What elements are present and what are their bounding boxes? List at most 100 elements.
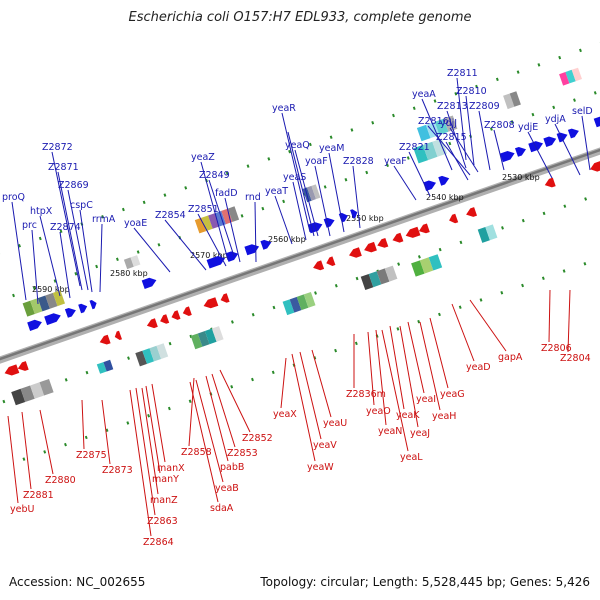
track-tick [386, 163, 389, 167]
leader-line [31, 229, 39, 305]
leader-line [427, 125, 471, 176]
forward-gene-label: Z2854 [155, 210, 186, 221]
feature-block [434, 118, 449, 135]
feature-block [135, 350, 147, 367]
topology-length-genes-text: Topology: circular; Length: 5,528,445 bp… [260, 575, 590, 589]
forward-gene-label: proQ [2, 192, 25, 203]
leader-line [299, 351, 322, 440]
track-tick [168, 341, 172, 346]
feature-block [37, 295, 50, 312]
leader-line [419, 321, 441, 411]
track-tick [584, 197, 588, 201]
reverse-gene-arrow [4, 364, 20, 376]
track-tick [12, 293, 15, 298]
forward-gene-label: Z2821 [399, 142, 430, 153]
track-tick [406, 156, 410, 160]
track-tick [246, 164, 250, 168]
track-tick [188, 399, 192, 404]
track-tick [2, 399, 6, 404]
genome-backbone-core [0, 148, 600, 361]
feature-block [45, 292, 58, 309]
forward-gene-arrow [141, 277, 157, 289]
reverse-gene-label: Z2875 [76, 450, 107, 461]
leader-line [287, 131, 315, 237]
feature-block [211, 326, 224, 342]
reverse-gene-label: yeaU [323, 418, 347, 429]
forward-gene-arrow [78, 303, 88, 314]
reverse-gene-arrow [146, 318, 158, 329]
reverse-gene-arrow [544, 177, 556, 188]
forward-gene-arrow [543, 136, 557, 147]
leader-line [478, 110, 491, 171]
forward-gene-label: Z2872 [42, 142, 73, 153]
track-tick [454, 92, 458, 96]
forward-gene-label: ydjA [545, 114, 566, 125]
track-tick [147, 413, 151, 418]
forward-gene-label: selD [572, 106, 593, 117]
leader-line [197, 213, 227, 267]
leader-line [219, 369, 251, 433]
scale-label: 2530 kbp [502, 173, 540, 182]
reverse-gene-label: sdaA [210, 503, 234, 514]
track-tick [433, 99, 437, 103]
forward-gene-arrow [64, 308, 76, 318]
feature-block [559, 72, 570, 86]
forward-gene-arrow [206, 256, 226, 269]
feature-block [22, 300, 35, 317]
forward-gene-arrow [593, 116, 600, 128]
reverse-gene-label: yeaH [432, 411, 456, 422]
track-tick [101, 215, 105, 219]
track-tick [64, 378, 68, 382]
track-tick [225, 171, 229, 176]
feature-block [194, 217, 207, 234]
track-tick [583, 262, 587, 266]
reverse-gene-arrow [466, 207, 477, 217]
leader-line [280, 357, 287, 409]
track-tick [371, 120, 375, 125]
leader-line [200, 161, 229, 261]
leader-line [7, 415, 19, 504]
reverse-gene-arrow [99, 334, 111, 345]
leader-line [451, 303, 475, 362]
forward-gene-label: Z2813 [437, 101, 468, 112]
track-tick [334, 348, 338, 353]
track-tick [579, 48, 582, 53]
leader-line [352, 165, 361, 229]
track-tick [22, 457, 26, 461]
forward-gene-arrow [244, 244, 260, 256]
leader-line [429, 317, 449, 389]
feature-block [485, 224, 498, 241]
track-tick [251, 312, 255, 317]
track-tick [334, 284, 338, 288]
track-tick [115, 257, 119, 262]
feature-block [360, 274, 374, 290]
forward-gene-label: yeaS [283, 172, 306, 183]
leader-line [224, 197, 241, 263]
track-tick [142, 200, 146, 205]
reverse-gene-label: Z2858 [181, 447, 212, 458]
track-tick [417, 319, 421, 324]
leader-line [21, 411, 32, 490]
leader-line [79, 209, 93, 293]
forward-gene-arrow [44, 313, 61, 326]
reverse-gene-label: Z2880 [45, 475, 76, 486]
leader-line [164, 219, 207, 271]
reverse-gene-label: gapA [498, 352, 523, 363]
reverse-gene-label: Z2853 [227, 448, 258, 459]
reverse-gene-label: yeaX [273, 409, 297, 420]
reverse-gene-arrow [17, 361, 29, 371]
track-tick [396, 327, 400, 331]
feature-block [96, 362, 107, 374]
reverse-gene-label: yeaJ [410, 428, 430, 439]
forward-gene-arrow [515, 147, 526, 157]
forward-gene-arrow [89, 300, 97, 310]
reverse-gene-label: Z2804 [560, 353, 591, 364]
track-tick [288, 149, 292, 154]
feature-block [30, 382, 45, 399]
feature-block [130, 255, 141, 267]
track-tick [459, 240, 463, 245]
track-tick [323, 185, 327, 189]
track-tick [344, 177, 348, 182]
forward-gene-label: yeaM [319, 143, 345, 154]
